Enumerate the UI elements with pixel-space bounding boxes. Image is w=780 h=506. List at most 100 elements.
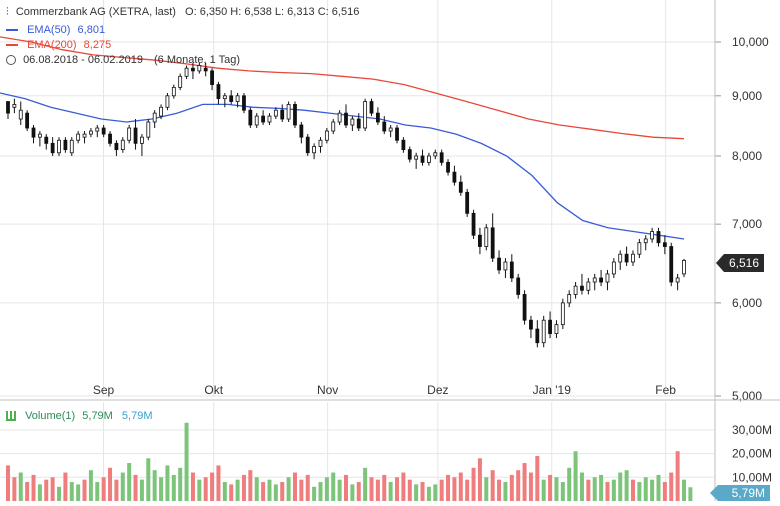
candle-body xyxy=(516,277,521,295)
candle xyxy=(222,92,227,108)
candle-body xyxy=(560,302,565,326)
volume-bar xyxy=(324,477,329,501)
volume-bar xyxy=(548,474,553,501)
volume-bar xyxy=(254,477,259,501)
candle-body xyxy=(273,109,278,117)
candle xyxy=(682,258,686,278)
ema50-value: 6,801 xyxy=(77,24,106,36)
candle-body xyxy=(203,67,208,72)
candle-body xyxy=(197,65,202,72)
volume-bar xyxy=(229,484,234,501)
volume-bar xyxy=(433,484,438,501)
candle-body xyxy=(127,127,132,141)
date-range: 06.08.2018 - 06.02.2019 xyxy=(23,54,143,66)
candle-body xyxy=(554,324,559,334)
candle xyxy=(63,137,68,153)
candle xyxy=(554,320,559,339)
volume-bar xyxy=(95,482,100,501)
volume-bar xyxy=(344,474,348,501)
ema50-label: EMA(50) xyxy=(27,24,71,36)
candle-body xyxy=(624,253,629,263)
volume-bar xyxy=(567,467,572,501)
candle xyxy=(656,227,661,247)
price-tick-label: 5,000 xyxy=(732,389,762,403)
candle-body xyxy=(299,124,304,138)
volume-bar xyxy=(662,482,667,501)
candle xyxy=(446,159,450,176)
volume-bar xyxy=(452,477,457,501)
volume-bar xyxy=(6,465,10,501)
volume-bar xyxy=(586,479,591,501)
volume-bars xyxy=(6,422,693,501)
candle xyxy=(69,137,74,156)
candle-body xyxy=(18,109,23,120)
volume-bar xyxy=(382,474,387,501)
volume-bar xyxy=(133,474,138,501)
candle xyxy=(127,125,132,144)
volume-bar xyxy=(222,482,227,501)
price-tick-label: 10,000 xyxy=(732,35,769,49)
candle-body xyxy=(293,103,297,126)
candle xyxy=(414,152,419,169)
ema50-swatch xyxy=(6,29,18,32)
candle xyxy=(229,90,234,105)
volume-legend[interactable]: Volume(1) 5,79M 5,79M xyxy=(6,409,152,423)
period-label: (6 Monate, 1 Tag) xyxy=(154,54,241,66)
candle-body xyxy=(407,149,412,160)
volume-bar xyxy=(363,467,368,501)
candle-body xyxy=(490,227,495,259)
volume-bar xyxy=(210,472,215,501)
candle xyxy=(235,92,240,108)
candle xyxy=(6,101,10,120)
candle-body xyxy=(548,319,552,334)
volume-bar xyxy=(682,479,686,501)
time-tick-label: Dez xyxy=(427,383,448,397)
volume-bar xyxy=(18,472,23,501)
candle-body xyxy=(497,257,501,271)
candle xyxy=(159,104,163,120)
candle-body xyxy=(427,155,431,163)
volume-bar xyxy=(178,467,183,501)
candle-body xyxy=(439,152,444,163)
candle xyxy=(548,311,552,339)
candle xyxy=(178,73,183,91)
candle-body xyxy=(159,106,163,117)
volume-value: 5,79M xyxy=(82,410,113,422)
volume-bar xyxy=(286,477,291,501)
volume-bar xyxy=(490,470,495,501)
candle-body xyxy=(216,84,221,100)
chart-type-icon[interactable]: ⫶ xyxy=(6,6,9,18)
candle-body xyxy=(69,139,74,154)
volume-tick-label: 10,00M xyxy=(732,470,772,484)
current-price-tag: 6,516 xyxy=(715,254,764,272)
candle xyxy=(44,134,49,150)
volume-bar xyxy=(190,472,195,501)
candle-body xyxy=(662,242,667,247)
ema200-legend[interactable]: EMA(200) 8,275 xyxy=(6,38,111,52)
candle xyxy=(305,134,310,156)
candle xyxy=(560,298,565,330)
volume-bar xyxy=(63,472,68,501)
candle-body xyxy=(363,101,368,129)
candle xyxy=(522,290,527,325)
candle-body xyxy=(331,121,336,132)
candle-body xyxy=(605,273,610,283)
ema50-legend[interactable]: EMA(50) 6,801 xyxy=(6,23,105,37)
candle xyxy=(535,320,540,348)
candle xyxy=(529,315,533,339)
candle-body xyxy=(414,155,419,160)
candle xyxy=(439,149,444,166)
volume-bar xyxy=(350,484,355,501)
candle-body xyxy=(458,181,463,193)
ema50-path xyxy=(0,92,685,240)
candle-body xyxy=(146,121,151,138)
candle-body xyxy=(599,277,603,283)
candle xyxy=(407,146,412,163)
volume-bar xyxy=(165,465,170,501)
candle xyxy=(580,273,584,295)
candle-body xyxy=(433,152,438,157)
candle xyxy=(586,277,591,295)
candle xyxy=(509,254,514,283)
candle-body xyxy=(382,121,387,132)
volume-bar xyxy=(407,479,412,501)
